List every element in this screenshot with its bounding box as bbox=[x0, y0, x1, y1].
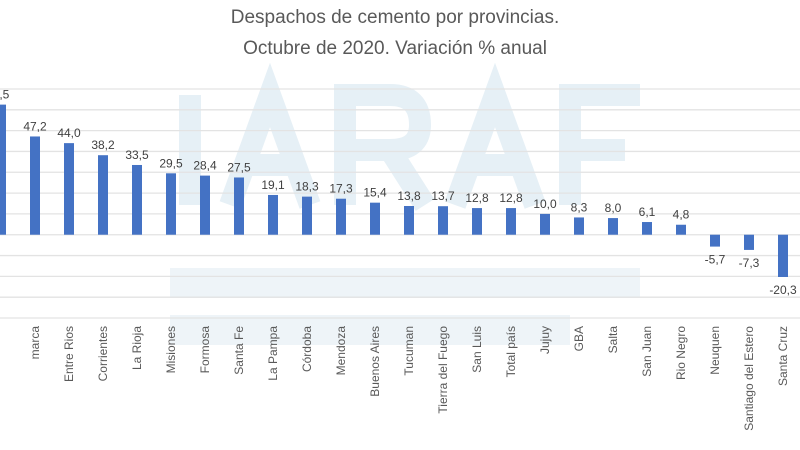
category-label: Formosa bbox=[198, 326, 212, 374]
bar bbox=[64, 143, 74, 235]
category-label: La Rioja bbox=[130, 326, 144, 370]
data-label: -5,7 bbox=[705, 253, 726, 267]
category-label: Buenos Aires bbox=[368, 326, 382, 397]
bar bbox=[744, 234, 754, 250]
bar bbox=[336, 198, 346, 235]
bar bbox=[0, 104, 6, 235]
data-label: 47,2 bbox=[23, 119, 47, 133]
bar bbox=[540, 213, 550, 235]
chart-subtitle: Octubre de 2020. Variación % anual bbox=[243, 38, 547, 59]
data-label: 17,3 bbox=[329, 182, 353, 196]
data-label: 12,8 bbox=[465, 191, 489, 205]
category-label: Córdoba bbox=[300, 326, 314, 372]
data-label: 18,3 bbox=[295, 180, 319, 194]
bar bbox=[506, 208, 516, 235]
data-label: -7,3 bbox=[739, 256, 760, 270]
data-label: 6,1 bbox=[639, 205, 656, 219]
data-label: 28,4 bbox=[193, 159, 217, 173]
category-label: Tucuman bbox=[402, 326, 416, 376]
data-label: 13,7 bbox=[431, 189, 455, 203]
category-label: Mendoza bbox=[334, 326, 348, 376]
category-label: marca bbox=[28, 326, 42, 360]
data-label: 10,0 bbox=[533, 197, 557, 211]
category-label: Santiago del Estero bbox=[742, 326, 756, 431]
category-label: Santa Cruz bbox=[776, 326, 790, 386]
chart-title: Despachos de cemento por provincias. bbox=[231, 7, 559, 28]
data-label: 27,5 bbox=[227, 160, 251, 174]
data-label: 33,5 bbox=[125, 148, 149, 162]
category-label: Santa Fe bbox=[232, 326, 246, 375]
bar bbox=[132, 164, 142, 235]
bar bbox=[608, 218, 618, 235]
data-label: 44,0 bbox=[57, 126, 81, 140]
bar bbox=[778, 234, 788, 277]
category-label: Total país bbox=[504, 326, 518, 377]
bar bbox=[472, 208, 482, 235]
bar bbox=[642, 222, 652, 235]
watermark-logo bbox=[179, 62, 640, 211]
data-label: 12,8 bbox=[499, 191, 523, 205]
category-label: Tierra del Fuego bbox=[436, 326, 450, 414]
bar bbox=[234, 177, 244, 235]
category-label: Corrientes bbox=[96, 326, 110, 381]
bar bbox=[302, 196, 312, 235]
data-label: 29,5 bbox=[159, 156, 183, 170]
category-label: Rio Negro bbox=[674, 326, 688, 380]
bar bbox=[98, 155, 108, 235]
category-label: San Luis bbox=[470, 326, 484, 373]
bar bbox=[370, 202, 380, 235]
bar bbox=[166, 173, 176, 235]
data-label: 8,0 bbox=[605, 201, 622, 215]
data-label: 8,3 bbox=[571, 200, 588, 214]
bar bbox=[676, 224, 686, 235]
bar bbox=[574, 217, 584, 235]
bar bbox=[268, 194, 278, 235]
data-label: 2,5 bbox=[0, 88, 10, 102]
data-label: -20,3 bbox=[769, 283, 797, 297]
category-label: La Pampa bbox=[266, 326, 280, 381]
data-label: 38,2 bbox=[91, 138, 115, 152]
category-label: Entre Rios bbox=[62, 326, 76, 382]
bar bbox=[710, 234, 720, 247]
category-label: Salta bbox=[606, 326, 620, 354]
category-label: Jujuy bbox=[538, 326, 552, 354]
category-label: Neuquen bbox=[708, 326, 722, 375]
data-label: 15,4 bbox=[363, 186, 387, 200]
data-label: 19,1 bbox=[261, 178, 285, 192]
data-label: 4,8 bbox=[673, 208, 690, 222]
bar bbox=[200, 175, 210, 235]
category-label: GBA bbox=[572, 326, 586, 351]
bar bbox=[30, 136, 40, 235]
bar bbox=[404, 205, 414, 235]
bars: 2,5 47,2 marca 44,0 Entre Rios 38,2 Corrientes… bbox=[0, 88, 797, 431]
category-label: San Juan bbox=[640, 326, 654, 377]
data-label: 13,8 bbox=[397, 189, 421, 203]
category-label: Misiones bbox=[164, 326, 178, 373]
bar bbox=[438, 206, 448, 235]
watermark-subtitle bbox=[170, 268, 640, 345]
